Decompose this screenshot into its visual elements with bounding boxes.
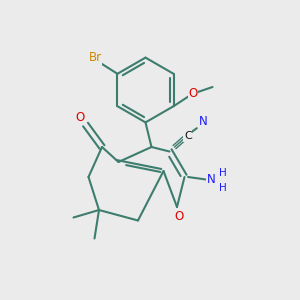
Text: O: O <box>76 111 85 124</box>
Text: C: C <box>184 131 192 141</box>
Text: H: H <box>220 168 227 178</box>
Text: H: H <box>220 183 227 193</box>
Text: Br: Br <box>88 51 101 64</box>
Text: N: N <box>207 173 216 186</box>
Text: O: O <box>175 209 184 223</box>
Text: O: O <box>188 87 198 100</box>
Text: N: N <box>198 115 207 128</box>
